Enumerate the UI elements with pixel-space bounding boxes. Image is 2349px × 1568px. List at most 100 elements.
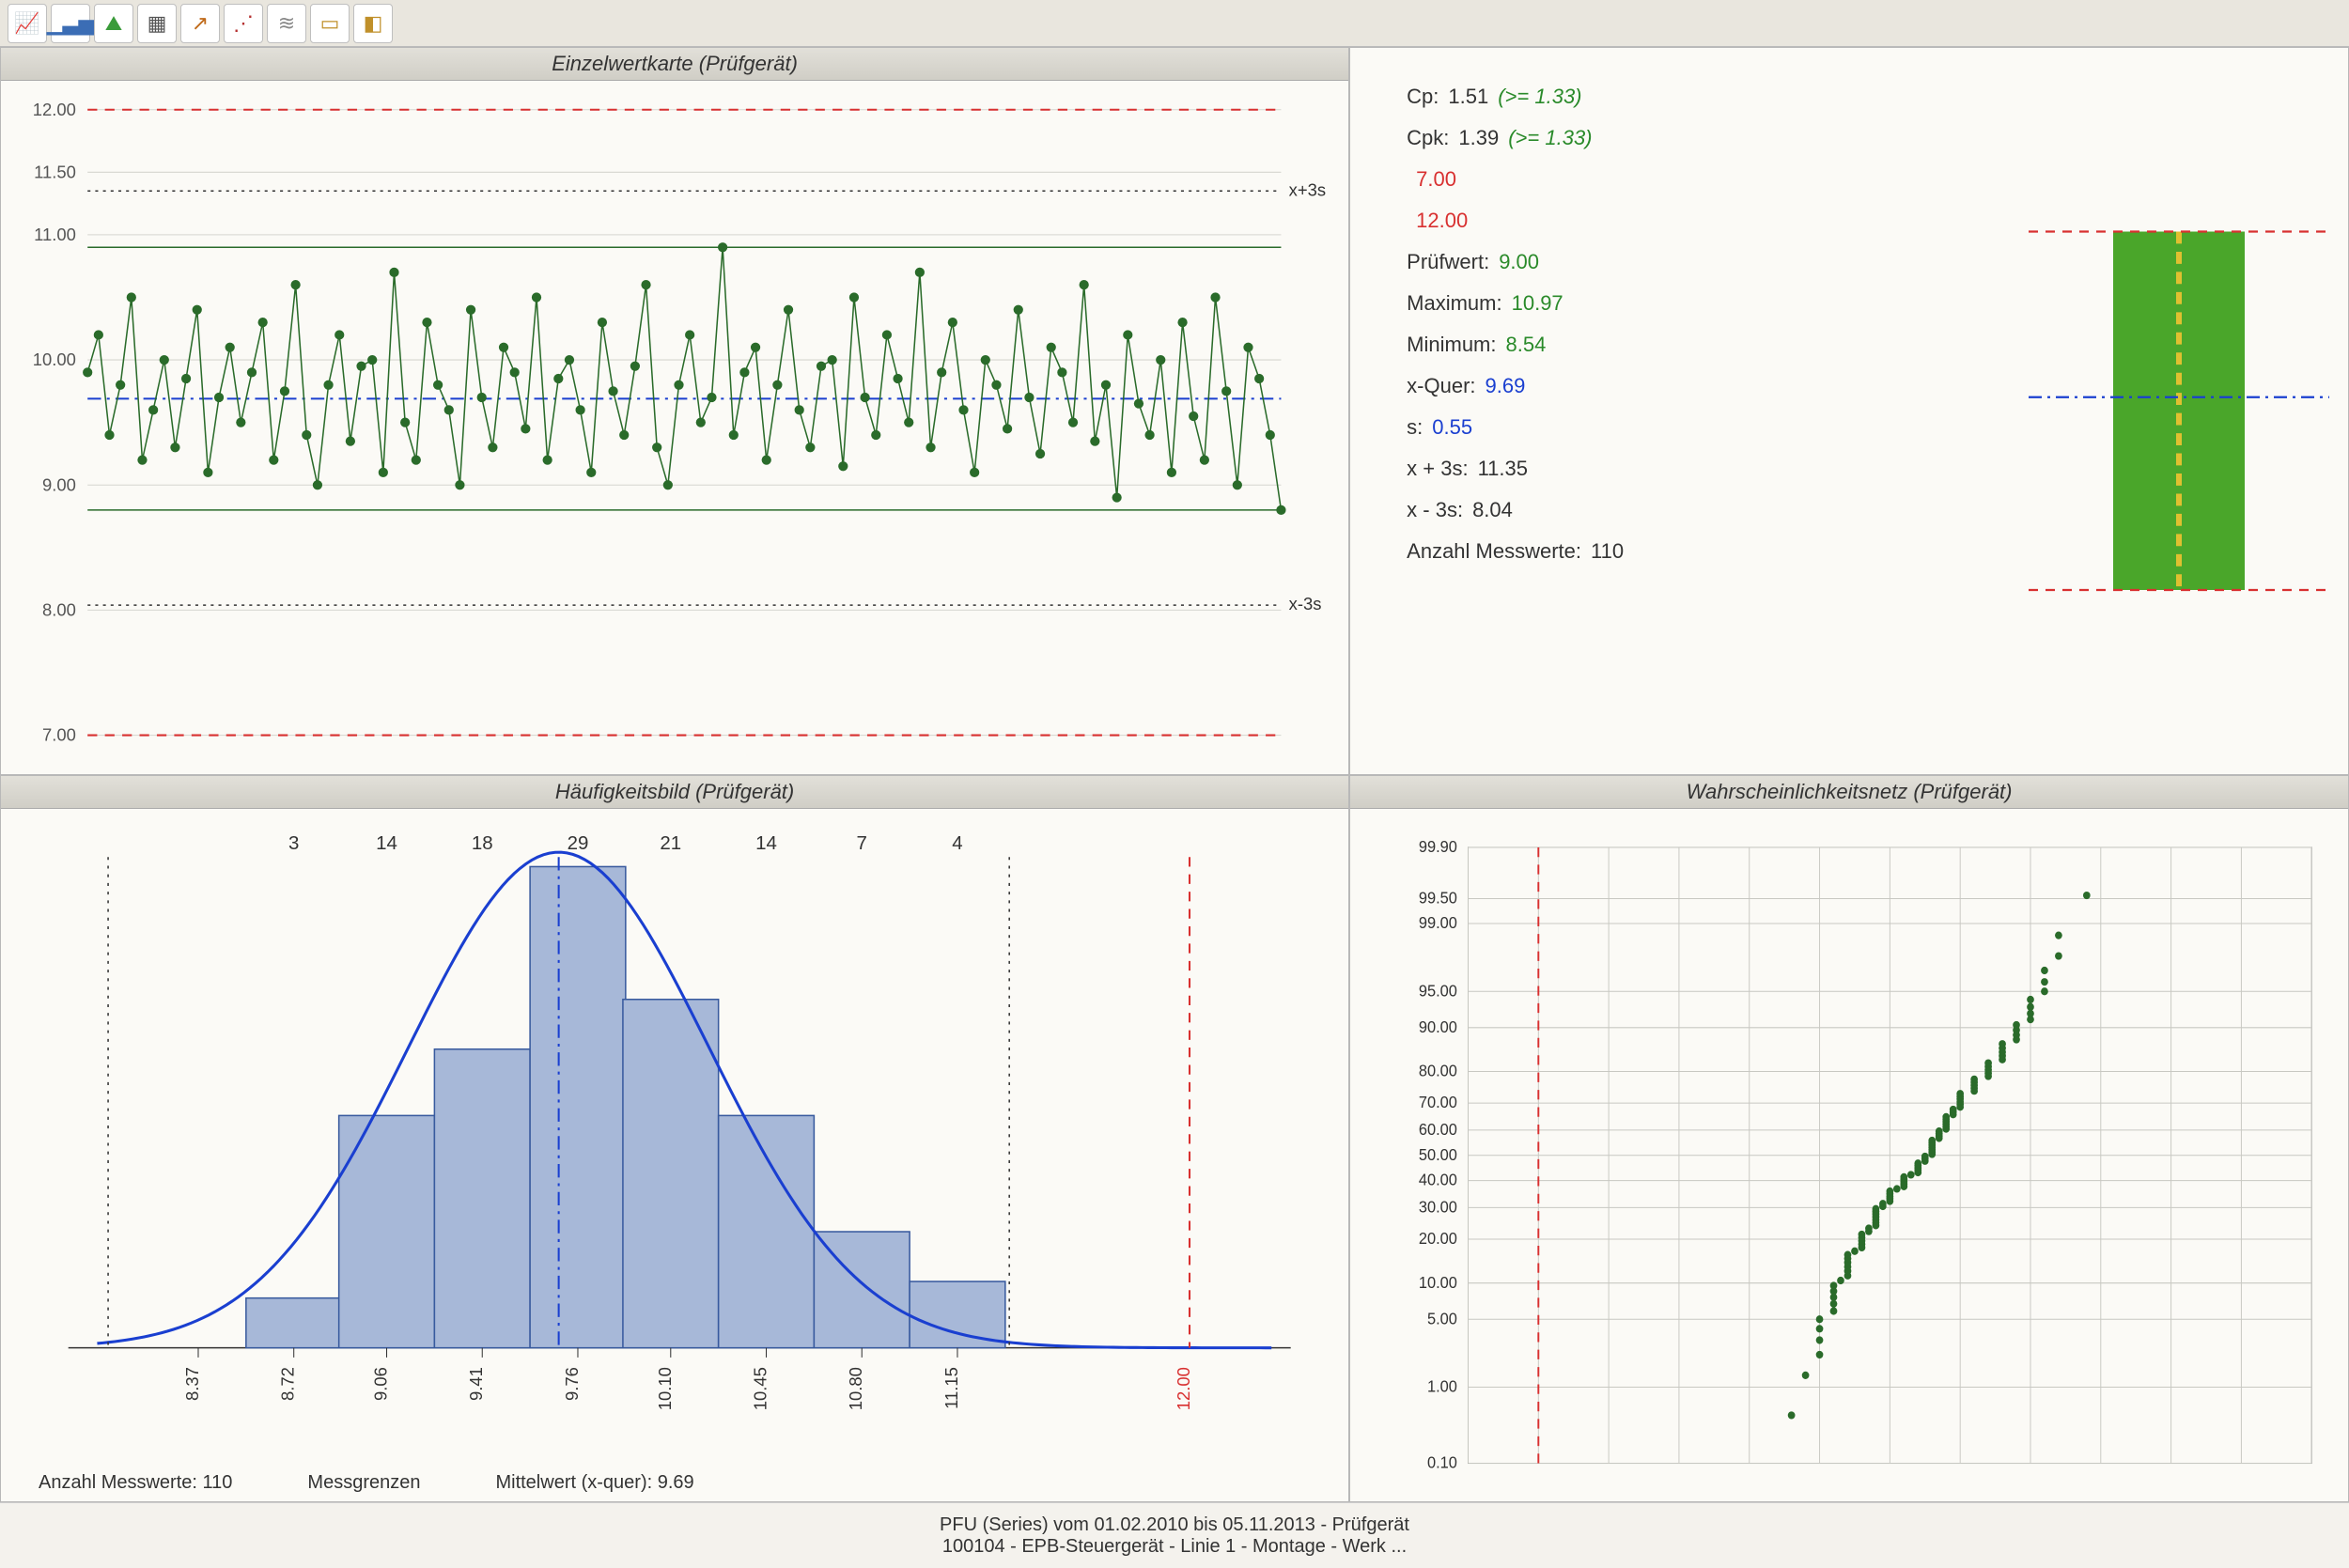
svg-text:95.00: 95.00 — [1419, 981, 1457, 1000]
stat-row: 12.00 — [1407, 200, 2010, 241]
svg-text:4: 4 — [952, 832, 962, 854]
stat-row: Cpk:1.39(>= 1.33) — [1407, 117, 2010, 159]
stat-value: 1.51 — [1448, 76, 1488, 117]
svg-text:14: 14 — [376, 832, 397, 854]
stat-suffix: (>= 1.33) — [1508, 117, 1592, 159]
page-footer: PFU (Series) vom 01.02.2010 bis 05.11.20… — [0, 1502, 2349, 1568]
stat-label: x + 3s: — [1407, 448, 1468, 489]
svg-text:1.00: 1.00 — [1427, 1377, 1457, 1396]
main-toolbar: 📈▁▃▅⛰▦↗⋰≋▭◧ — [0, 0, 2349, 47]
stat-row: s:0.55 — [1407, 407, 2010, 448]
probability-panel: Wahrscheinlichkeitsnetz (Prüfgerät) 0.10… — [1349, 775, 2349, 1503]
svg-text:x+3s: x+3s — [1289, 179, 1326, 199]
svg-text:0.10: 0.10 — [1427, 1453, 1457, 1472]
stat-label: Cpk: — [1407, 117, 1449, 159]
svg-text:9.00: 9.00 — [42, 474, 76, 494]
svg-text:7.00: 7.00 — [42, 725, 76, 745]
svg-text:9.06: 9.06 — [371, 1367, 391, 1401]
stat-value: 11.35 — [1478, 448, 1528, 489]
stat-label: x-Quer: — [1407, 365, 1475, 407]
svg-text:11.50: 11.50 — [34, 162, 76, 181]
stat-row: Maximum: 10.97 — [1407, 283, 2010, 324]
stat-label: s: — [1407, 407, 1423, 448]
dashboard-grid: Einzelwertkarte (Prüfgerät) 7.00 8.00 9.00… — [0, 47, 2349, 1502]
stat-row: x - 3s:8.04 — [1407, 489, 2010, 531]
stat-row: Prüfwert:9.00 — [1407, 241, 2010, 283]
bell-curve-icon[interactable]: ⛰ — [94, 4, 133, 43]
stat-suffix: (>= 1.33) — [1498, 76, 1581, 117]
svg-text:8.72: 8.72 — [278, 1367, 298, 1401]
stat-value: 10.97 — [1512, 283, 1563, 324]
stat-value: 9.00 — [1499, 241, 1539, 283]
stats-list: Cp:1.51(>= 1.33)Cpk:1.39(>= 1.33)7.0012.… — [1350, 48, 2010, 774]
probability-title: Wahrscheinlichkeitsnetz (Prüfgerät) — [1350, 776, 2348, 809]
run-chart-title: Einzelwertkarte (Prüfgerät) — [1, 48, 1348, 81]
svg-text:18: 18 — [472, 832, 493, 854]
stat-value: 110 — [1591, 531, 1624, 572]
stats-panel: Cp:1.51(>= 1.33)Cpk:1.39(>= 1.33)7.0012.… — [1349, 47, 2349, 775]
svg-text:40.00: 40.00 — [1419, 1171, 1457, 1189]
box-icon[interactable]: ▭ — [310, 4, 350, 43]
stat-label: Minimum: — [1407, 324, 1496, 365]
histogram-icon[interactable]: ▁▃▅ — [51, 4, 90, 43]
histogram-body: 31418292114748.378.729.069.419.7610.1010… — [1, 809, 1348, 1502]
stat-row: Minimum:8.54 — [1407, 324, 2010, 365]
stat-value: 7.00 — [1416, 159, 1456, 200]
svg-text:99.50: 99.50 — [1419, 889, 1457, 908]
stat-value: 0.55 — [1432, 407, 1472, 448]
stat-row: 7.00 — [1407, 159, 2010, 200]
svg-text:11.00: 11.00 — [34, 225, 76, 244]
capability-gauge — [2010, 48, 2348, 774]
svg-text:8.00: 8.00 — [42, 600, 76, 620]
svg-text:9.76: 9.76 — [562, 1367, 582, 1401]
stat-row: Cp: 1.51(>= 1.33) — [1407, 76, 2010, 117]
stat-row: x + 3s:11.35 — [1407, 448, 2010, 489]
svg-text:99.90: 99.90 — [1419, 837, 1457, 856]
trend-icon[interactable]: ↗ — [180, 4, 220, 43]
stat-value: 1.39 — [1458, 117, 1499, 159]
svg-text:90.00: 90.00 — [1419, 1017, 1457, 1036]
svg-text:11.15: 11.15 — [941, 1367, 961, 1409]
footer-line-2: 100104 - EPB-Steuergerät - Linie 1 - Mon… — [942, 1536, 1407, 1558]
stat-row: x-Quer: 9.69 — [1407, 365, 2010, 407]
svg-text:8.37: 8.37 — [182, 1367, 202, 1401]
run-chart-icon[interactable]: 📈 — [8, 4, 47, 43]
svg-text:3: 3 — [288, 832, 299, 854]
svg-text:10.80: 10.80 — [846, 1367, 865, 1410]
probability-body: 0.101.005.0010.0020.0030.0040.0050.0060.… — [1350, 809, 2348, 1502]
stat-value: 8.54 — [1506, 324, 1547, 365]
svg-text:7: 7 — [857, 832, 867, 854]
svg-text:29: 29 — [568, 832, 589, 854]
hist-mean-label: Mittelwert (x-quer): 9.69 — [495, 1472, 693, 1494]
svg-text:10.00: 10.00 — [33, 349, 76, 369]
stat-label: Maximum: — [1407, 283, 1501, 324]
histogram-title: Häufigkeitsbild (Prüfgerät) — [1, 776, 1348, 809]
svg-text:50.00: 50.00 — [1419, 1145, 1457, 1164]
stat-label: x - 3s: — [1407, 489, 1463, 531]
stat-row: Anzahl Messwerte:110 — [1407, 531, 2010, 572]
svg-text:10.00: 10.00 — [1419, 1273, 1457, 1292]
svg-text:80.00: 80.00 — [1419, 1062, 1457, 1080]
stat-value: 9.69 — [1486, 365, 1526, 407]
stat-value: 8.04 — [1472, 489, 1513, 531]
gauge-icon[interactable]: ◧ — [353, 4, 393, 43]
hist-limits-label: Messgrenzen — [307, 1472, 420, 1494]
run-chart-panel: Einzelwertkarte (Prüfgerät) 7.00 8.00 9.00… — [0, 47, 1349, 775]
svg-text:70.00: 70.00 — [1419, 1093, 1457, 1111]
svg-text:14: 14 — [755, 832, 777, 854]
table-icon[interactable]: ▦ — [137, 4, 177, 43]
control-chart-icon[interactable]: ≋ — [267, 4, 306, 43]
scatter-icon[interactable]: ⋰ — [224, 4, 263, 43]
histogram-panel: Häufigkeitsbild (Prüfgerät) 314182921147… — [0, 775, 1349, 1503]
svg-text:12.00: 12.00 — [33, 100, 76, 119]
svg-text:10.10: 10.10 — [655, 1367, 675, 1410]
stat-label: Prüfwert: — [1407, 241, 1489, 283]
histogram-footer: Anzahl Messwerte: 110 Messgrenzen Mittel… — [39, 1472, 694, 1494]
footer-line-1: PFU (Series) vom 01.02.2010 bis 05.11.20… — [940, 1514, 1409, 1536]
svg-text:12.00: 12.00 — [1174, 1367, 1193, 1410]
stat-label: Cp: — [1407, 76, 1439, 117]
svg-text:10.45: 10.45 — [751, 1367, 770, 1410]
svg-text:5.00: 5.00 — [1427, 1309, 1457, 1327]
run-chart-body: 7.008.009.0010.0011.0011.5012.00x+3sx-3s — [1, 81, 1348, 774]
svg-text:20.00: 20.00 — [1419, 1229, 1457, 1248]
